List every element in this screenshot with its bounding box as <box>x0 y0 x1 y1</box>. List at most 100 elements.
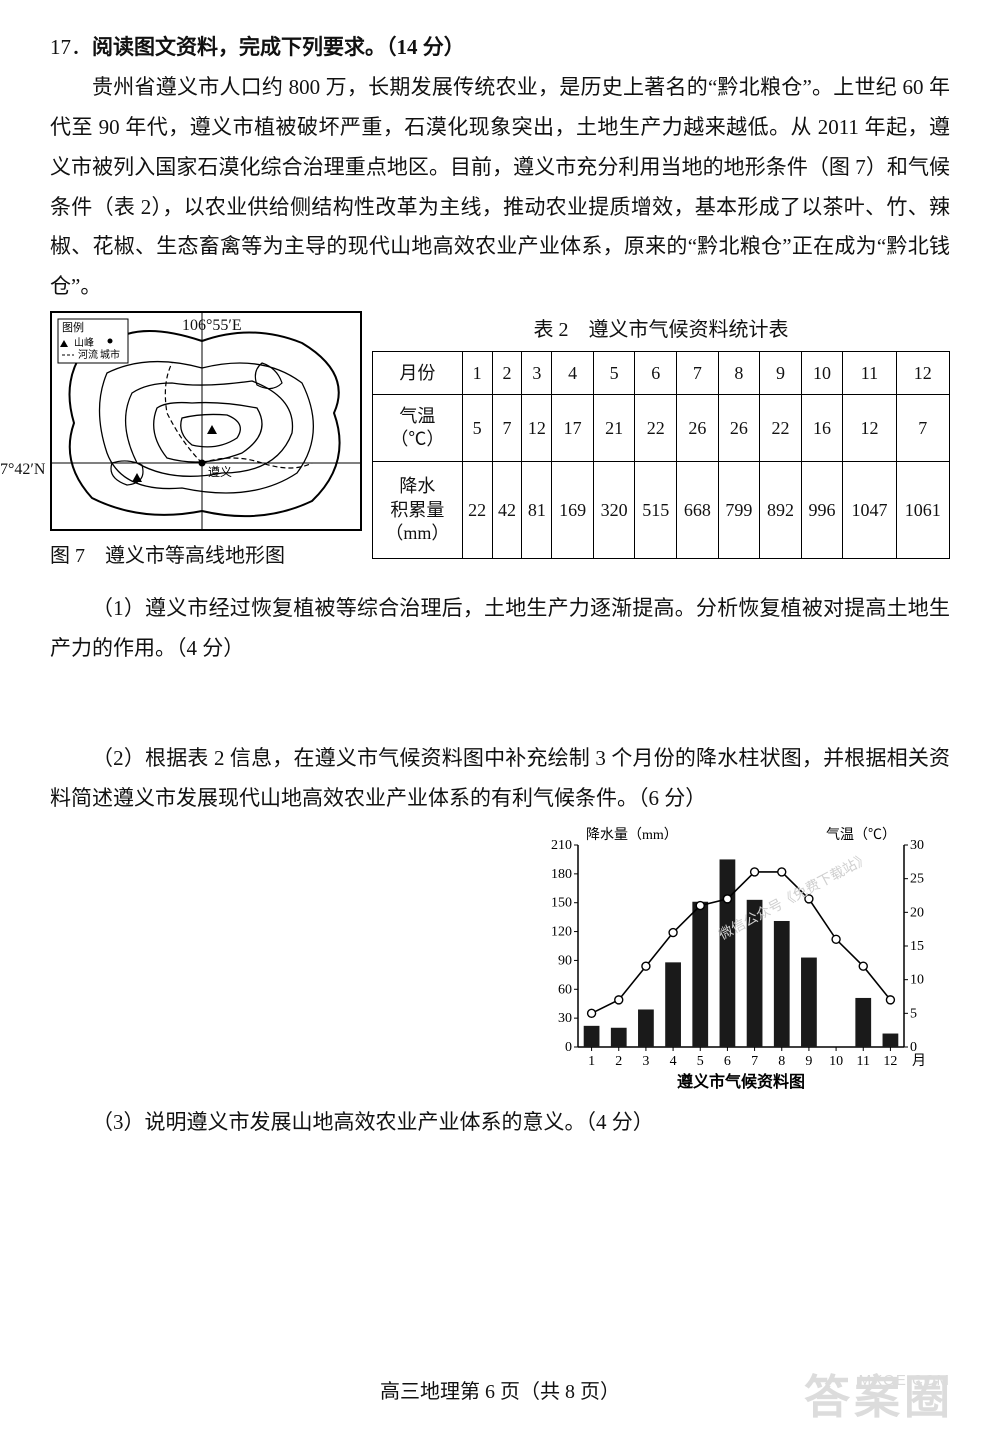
svg-text:10: 10 <box>829 1054 843 1069</box>
cell: 1061 <box>896 462 949 559</box>
svg-text:15: 15 <box>910 939 924 954</box>
cell: 799 <box>718 462 760 559</box>
map-table-row: 106°55′E <box>50 311 950 575</box>
answer-space-1 <box>50 669 950 725</box>
cell: 12 <box>522 395 552 462</box>
svg-text:9: 9 <box>805 1054 812 1069</box>
map-svg: 遵义 图例 山峰 河流 城市 <box>52 313 362 529</box>
table-column: 表 2 遵义市气候资料统计表 月份 1 2 3 4 5 6 7 8 9 10 1… <box>372 311 950 559</box>
svg-text:10: 10 <box>910 972 924 987</box>
table-title: 表 2 遵义市气候资料统计表 <box>372 311 950 349</box>
svg-text:遵义市气候资料图: 遵义市气候资料图 <box>677 1072 805 1091</box>
cell: 8 <box>718 352 760 395</box>
svg-text:4: 4 <box>670 1054 677 1069</box>
svg-text:0: 0 <box>910 1040 917 1055</box>
svg-text:8: 8 <box>778 1054 785 1069</box>
cell: 4 <box>552 352 594 395</box>
cell: 21 <box>593 395 635 462</box>
cell: 169 <box>552 462 594 559</box>
sub-question-1: （1）遵义市经过恢复植被等综合治理后，土地生产力逐渐提高。分析恢复植被对提高土地… <box>50 589 950 669</box>
cell: 892 <box>760 462 802 559</box>
map-column: 106°55′E <box>50 311 362 575</box>
climate-table: 月份 1 2 3 4 5 6 7 8 9 10 11 12 气温（℃） 5 <box>372 351 950 559</box>
cell: 22 <box>635 395 677 462</box>
sub-question-3: （3）说明遵义市发展山地高效农业产业体系的意义。（4 分） <box>50 1103 950 1143</box>
cell: 26 <box>718 395 760 462</box>
cell: 81 <box>522 462 552 559</box>
table-header-rain: 降水积累量（mm） <box>373 462 463 559</box>
watermark-sub: MXQE.COM <box>859 1367 950 1396</box>
cell: 6 <box>635 352 677 395</box>
cell: 996 <box>801 462 843 559</box>
cell: 42 <box>492 462 522 559</box>
question-paragraph: 贵州省遵义市人口约 800 万，长期发展传统农业，是历史上著名的“黔北粮仓”。上… <box>50 68 950 307</box>
cell: 515 <box>635 462 677 559</box>
svg-text:3: 3 <box>642 1054 649 1069</box>
table-header-month: 月份 <box>373 352 463 395</box>
svg-text:降水量（mm）: 降水量（mm） <box>586 827 678 843</box>
cell: 5 <box>462 395 492 462</box>
map-lat-label-outside: 27°42′N <box>0 455 45 485</box>
question-title: 阅读图文资料，完成下列要求。（14 分） <box>92 35 465 59</box>
cell: 17 <box>552 395 594 462</box>
question-header: 17．阅读图文资料，完成下列要求。（14 分） <box>50 28 950 68</box>
svg-text:12: 12 <box>883 1054 897 1069</box>
svg-text:7: 7 <box>751 1054 758 1069</box>
cell: 22 <box>760 395 802 462</box>
cell: 5 <box>593 352 635 395</box>
cell: 3 <box>522 352 552 395</box>
cell: 11 <box>843 352 896 395</box>
svg-text:气温（℃）: 气温（℃） <box>826 827 896 843</box>
cell: 10 <box>801 352 843 395</box>
cell: 668 <box>677 462 719 559</box>
svg-text:11: 11 <box>857 1054 870 1069</box>
cell: 1047 <box>843 462 896 559</box>
svg-text:0: 0 <box>565 1040 572 1055</box>
svg-text:5: 5 <box>910 1006 917 1021</box>
map-caption: 图 7 遵义市等高线地形图 <box>50 537 362 575</box>
cell: 320 <box>593 462 635 559</box>
svg-text:60: 60 <box>558 982 572 997</box>
cell: 16 <box>801 395 843 462</box>
page: 17．阅读图文资料，完成下列要求。（14 分） 贵州省遵义市人口约 800 万，… <box>0 0 1000 1451</box>
svg-text:1: 1 <box>588 1054 595 1069</box>
cell: 7 <box>492 395 522 462</box>
svg-text:20: 20 <box>910 905 924 920</box>
climate-chart: 降水量（mm）气温（℃）0306090120150180210051015202… <box>530 823 950 1093</box>
map-figure: 106°55′E <box>50 311 362 531</box>
chart-svg: 降水量（mm）气温（℃）0306090120150180210051015202… <box>530 823 950 1093</box>
svg-text:210: 210 <box>551 838 572 853</box>
cell: 9 <box>760 352 802 395</box>
svg-text:25: 25 <box>910 871 924 886</box>
svg-text:城市: 城市 <box>100 348 120 361</box>
table-row: 月份 1 2 3 4 5 6 7 8 9 10 11 12 <box>373 352 950 395</box>
svg-text:6: 6 <box>724 1054 731 1069</box>
svg-text:180: 180 <box>551 867 572 882</box>
svg-text:河流: 河流 <box>78 348 98 361</box>
cell: 12 <box>843 395 896 462</box>
svg-text:90: 90 <box>558 953 572 968</box>
cell: 2 <box>492 352 522 395</box>
svg-text:30: 30 <box>558 1011 572 1026</box>
question-number: 17． <box>50 35 92 59</box>
chart-wrap: 降水量（mm）气温（℃）0306090120150180210051015202… <box>50 823 950 1093</box>
svg-text:遵义: 遵义 <box>208 464 232 479</box>
svg-text:5: 5 <box>697 1054 704 1069</box>
cell: 1 <box>462 352 492 395</box>
table-row: 气温（℃） 5 7 12 17 21 22 26 26 22 16 12 7 <box>373 395 950 462</box>
cell: 22 <box>462 462 492 559</box>
sub-question-2: （2）根据表 2 信息，在遵义市气候资料图中补充绘制 3 个月份的降水柱状图，并… <box>50 739 950 819</box>
cell: 12 <box>896 352 949 395</box>
cell: 7 <box>896 395 949 462</box>
table-row: 降水积累量（mm） 22 42 81 169 320 515 668 799 8… <box>373 462 950 559</box>
svg-text:月: 月 <box>912 1053 926 1069</box>
table-header-temp: 气温（℃） <box>373 395 463 462</box>
svg-text:山峰: 山峰 <box>74 337 94 349</box>
svg-text:图例: 图例 <box>62 320 84 334</box>
svg-text:120: 120 <box>551 924 572 939</box>
svg-text:30: 30 <box>910 838 924 853</box>
cell: 7 <box>677 352 719 395</box>
svg-text:2: 2 <box>615 1054 622 1069</box>
cell: 26 <box>677 395 719 462</box>
svg-text:150: 150 <box>551 896 572 911</box>
